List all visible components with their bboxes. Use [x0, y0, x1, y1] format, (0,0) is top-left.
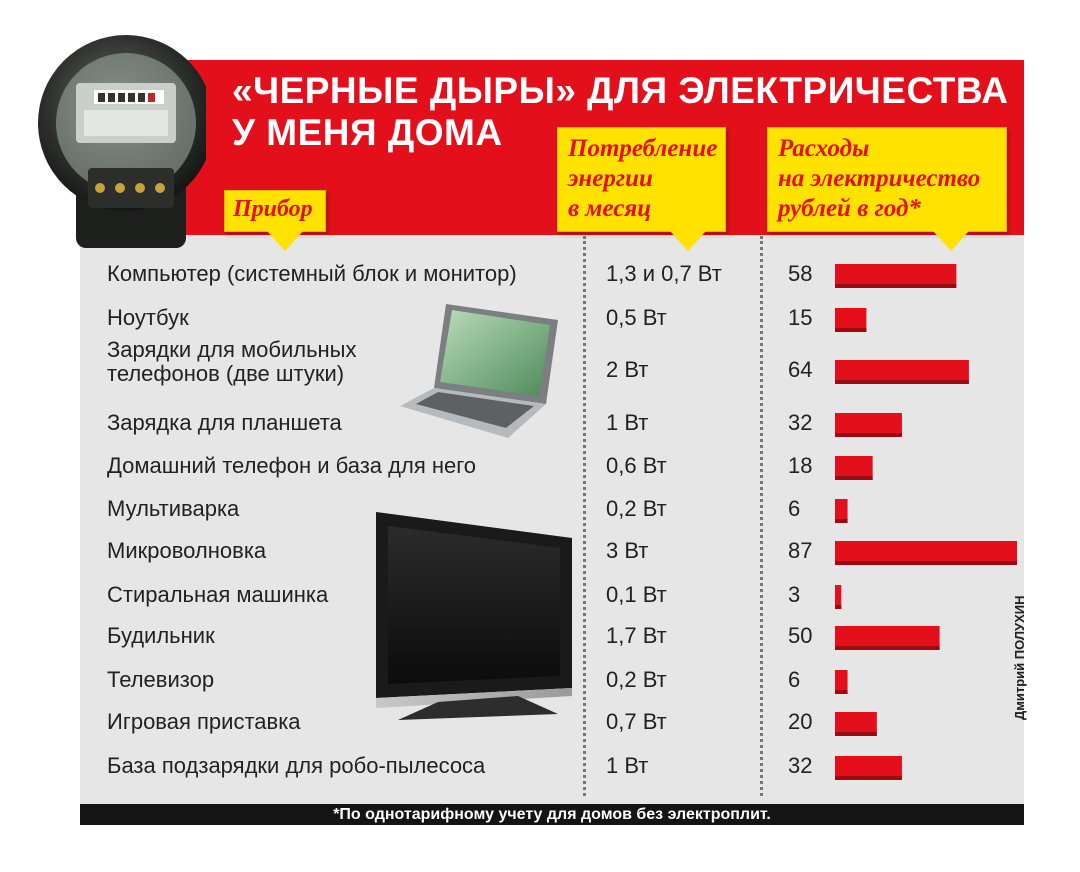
device-name: Будильник	[107, 623, 215, 648]
energy-value: 2 Вт	[606, 357, 649, 382]
cost-value: 50	[788, 623, 813, 648]
cost-bar-shadow	[835, 380, 969, 384]
device-header-label: Прибор	[233, 196, 313, 222]
energy-value: 1 Вт	[606, 753, 649, 778]
device-name: Игровая приставка	[107, 709, 301, 734]
device-name: Домашний телефон и база для него	[107, 453, 477, 478]
cost-value: 6	[788, 496, 801, 521]
energy-header-label: Потребление энергии в месяц	[568, 135, 718, 222]
energy-value: 0,6 Вт	[606, 453, 667, 478]
cost-value: 6	[788, 667, 801, 692]
energy-value: 1,3 и 0,7 Вт	[606, 261, 722, 286]
energy-value: 1,7 Вт	[606, 623, 667, 648]
cost-bar-shadow	[835, 328, 867, 332]
energy-value: 1 Вт	[606, 410, 649, 435]
cost-bar-shadow	[835, 646, 940, 650]
cost-value: 32	[788, 753, 813, 778]
energy-header-pointer	[670, 231, 706, 251]
cost-bar-shadow	[835, 561, 1017, 565]
energy-value: 0,7 Вт	[606, 709, 667, 734]
cost-bar-shadow	[835, 476, 873, 480]
cost-bar	[835, 670, 848, 694]
device-name: Ноутбук	[107, 305, 189, 330]
cost-value: 18	[788, 453, 813, 478]
cost-bar-shadow	[835, 433, 902, 437]
device-name: Зарядки для мобильных телефонов (две шту…	[107, 337, 357, 386]
cost-value: 3	[788, 582, 801, 607]
energy-value: 0,2 Вт	[606, 496, 667, 521]
author-credit: Дмитрий ПОЛУХИН	[1012, 595, 1027, 720]
page-title: «ЧЕРНЫЕ ДЫРЫ» ДЛЯ ЭЛЕКТРИЧЕСТВА У МЕНЯ Д…	[232, 70, 1022, 154]
device-name: Стиральная машинка	[107, 582, 329, 607]
device-name: Телевизор	[107, 667, 215, 692]
cost-bar-shadow	[835, 519, 848, 523]
footnote: *По однотарифному учету для домов без эл…	[80, 804, 1024, 825]
cost-value: 32	[788, 410, 813, 435]
cost-bar-shadow	[835, 605, 842, 609]
device-name: Зарядка для планшета	[107, 410, 342, 435]
electricity-meter-icon	[38, 35, 206, 248]
cost-bar-shadow	[835, 690, 848, 694]
device-column-header: Прибор	[224, 190, 326, 251]
column-divider-energy	[583, 236, 586, 796]
cost-bar	[835, 585, 842, 609]
cost-bar-shadow	[835, 776, 902, 780]
cost-value: 64	[788, 357, 813, 382]
energy-value: 0,1 Вт	[606, 582, 667, 607]
device-name: Мультиварка	[107, 496, 240, 521]
cost-value: 20	[788, 709, 813, 734]
cost-bar-shadow	[835, 732, 877, 736]
cost-value: 58	[788, 261, 813, 286]
tv-icon	[376, 512, 572, 720]
device-name: Микроволновка	[107, 538, 267, 563]
device-name: База подзарядки для робо-пылесоса	[107, 753, 486, 778]
energy-value: 3 Вт	[606, 538, 649, 563]
cost-value: 87	[788, 538, 813, 563]
cost-bar-shadow	[835, 284, 957, 288]
column-divider-cost	[760, 236, 763, 796]
laptop-icon	[400, 304, 558, 438]
cost-header-pointer	[933, 231, 969, 251]
energy-value: 0,2 Вт	[606, 667, 667, 692]
cost-column-header: Расходы на электричество рублей в год*	[767, 127, 1007, 251]
cost-header-label: Расходы на электричество рублей в год*	[778, 135, 981, 222]
title-line-1: «ЧЕРНЫЕ ДЫРЫ» ДЛЯ ЭЛЕКТРИЧЕСТВА	[232, 70, 1009, 111]
energy-value: 0,5 Вт	[606, 305, 667, 330]
cost-value: 15	[788, 305, 813, 330]
device-header-pointer	[267, 231, 303, 251]
title-line-2: У МЕНЯ ДОМА	[232, 112, 503, 153]
cost-bar	[835, 499, 848, 523]
energy-column-header: Потребление энергии в месяц	[557, 127, 726, 251]
device-name: Компьютер (системный блок и монитор)	[107, 261, 517, 286]
